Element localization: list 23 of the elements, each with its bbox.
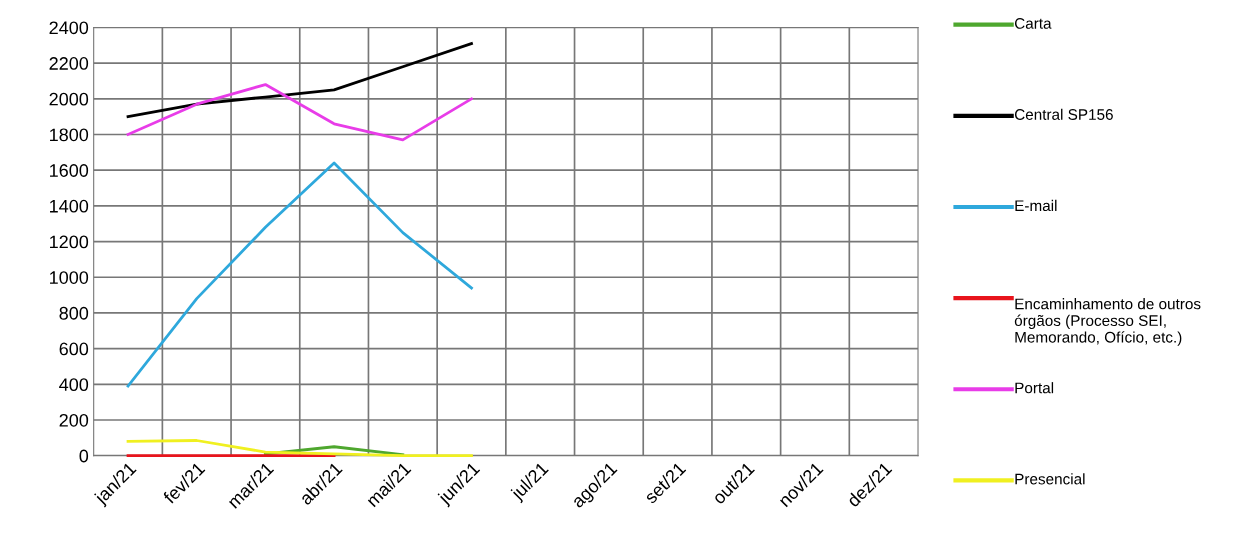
y-tick-label: 600 — [59, 342, 89, 356]
y-tick-label: 1200 — [50, 235, 89, 249]
y-tick-label: 1800 — [50, 128, 89, 142]
legend-label: Carta — [1014, 17, 1052, 29]
y-tick-label: 1400 — [50, 199, 89, 213]
y-tick-label: 1600 — [50, 164, 89, 177]
legend-label: E-mail — [1015, 199, 1057, 212]
line-series — [126, 42, 473, 119]
line-series — [126, 439, 473, 458]
y-tick-label: 2000 — [49, 92, 89, 106]
y-tick-label: 400 — [59, 378, 89, 392]
y-tick-label: 2200 — [49, 57, 89, 70]
y-tick-label: 1000 — [50, 271, 89, 284]
legend-label: Portal — [1015, 382, 1054, 394]
legend-label: Presencial — [1015, 473, 1085, 485]
y-tick-label: 0 — [79, 449, 89, 463]
y-tick-label: 800 — [59, 306, 89, 320]
line-series — [126, 161, 473, 388]
y-tick-label: 2400 — [49, 21, 89, 35]
y-tick-label: 200 — [59, 413, 89, 427]
legend-label: Encaminhamento de outros órgãos (Processo SEI, Memorando, Ofício, etc.) — [1014, 298, 1201, 346]
line-series — [126, 83, 473, 142]
legend-label: Central SP156 — [1014, 108, 1113, 120]
